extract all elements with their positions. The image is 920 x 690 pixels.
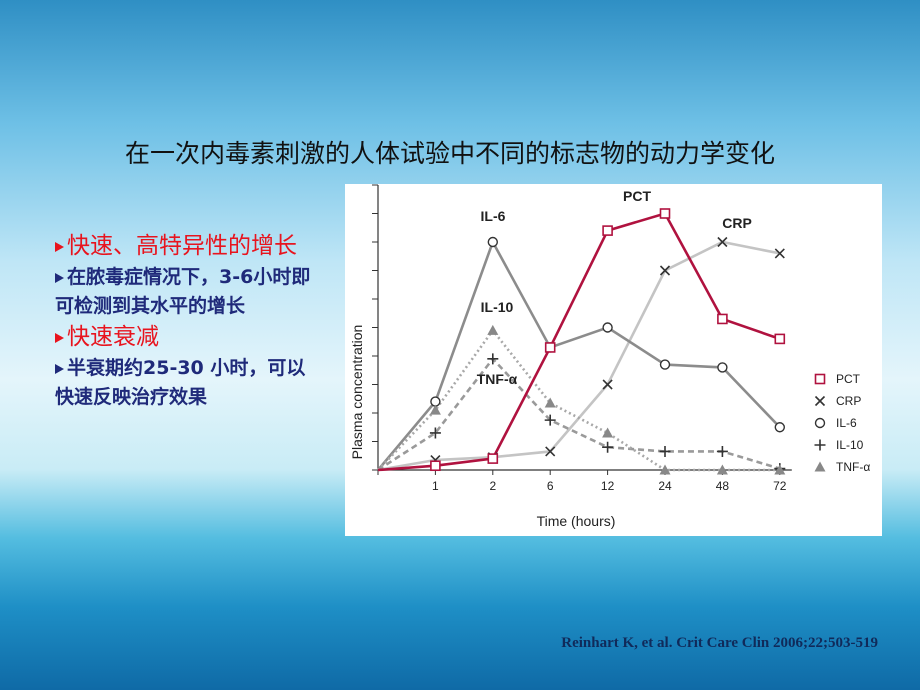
marker [774,422,785,433]
bullet-text: 在脓毒症情况下，3-6小时即可检测到其水平的增长 [55,266,311,317]
series-line [377,328,780,472]
series-line [377,356,781,472]
bullet-arrow [55,363,64,374]
bullet-text: 快速、高特异性的增长 [67,233,297,259]
marker [717,362,728,373]
citation: Reinhart K, et al. Crit Care Clin 2006;2… [561,635,878,651]
marker [659,464,671,475]
series-annotation: TNF-α [477,371,518,387]
marker [544,342,556,353]
marker [602,379,613,390]
legend-label: PCT [836,372,861,386]
marker [429,404,441,415]
marker [429,427,441,439]
bullet-text: 半衰期约25-30 小时，可以快速反映治疗效果 [55,357,306,408]
x-tick-label: 24 [658,479,672,493]
marker [716,464,728,475]
bullet: 半衰期约25-30 小时，可以快速反映治疗效果 [55,354,313,412]
marker [487,453,499,464]
legend-label: IL-6 [836,416,857,430]
marker [717,236,728,248]
x-tick-label: 1 [432,479,439,493]
marker [602,441,614,453]
marker [659,445,671,457]
x-tick-label: 12 [601,479,615,493]
marker [659,265,671,276]
marker [774,333,786,345]
legend-label: TNF-α [836,460,870,474]
marker [602,427,614,438]
legend-label: CRP [836,394,861,408]
legend-label: IL-10 [836,438,864,452]
marker [487,324,499,335]
bullet: 快速衰减 [55,323,313,352]
x-tick-label: 2 [489,479,496,493]
marker [487,353,499,365]
marker [487,236,498,248]
bullet-text: 快速衰减 [67,324,159,350]
marker [774,248,785,259]
series-annotation: IL-6 [481,208,506,224]
marker [716,445,728,457]
marker [659,208,671,219]
legend-marker [814,373,826,385]
bullet: 快速、高特异性的增长 [55,232,313,261]
x-tick-label: 72 [773,479,787,493]
marker [545,446,556,457]
marker [774,464,786,475]
marker [544,397,556,408]
legend-marker [814,417,826,429]
marker [602,322,613,333]
series-annotation: PCT [623,188,651,204]
series-line [377,211,781,472]
bullet: 在脓毒症情况下，3-6小时即可检测到其水平的增长 [55,263,313,321]
series-annotation: IL-10 [481,299,514,315]
legend-marker [814,395,826,407]
legend-marker [814,461,826,472]
chart-panel [345,184,882,536]
bullet-arrow [55,272,64,283]
x-axis-title: Time (hours) [537,513,616,529]
marker [717,313,728,325]
marker [544,414,556,426]
marker [430,460,441,472]
bullet-arrow [55,241,64,252]
y-axis-title: Plasma concentration [349,325,365,460]
bullet-list: 快速、高特异性的增长在脓毒症情况下，3-6小时即可检测到其水平的增长快速衰减半衰… [55,232,313,414]
marker [659,359,671,370]
x-tick-label: 48 [716,479,730,493]
series-annotation: CRP [722,215,752,231]
series-line [377,238,781,471]
bullet-arrow [55,332,64,343]
legend-marker [814,439,826,451]
x-tick-label: 6 [547,479,554,493]
slide-title: 在一次内毒素刺激的人体试验中不同的标志物的动力学变化 [124,139,775,168]
marker [602,225,613,236]
